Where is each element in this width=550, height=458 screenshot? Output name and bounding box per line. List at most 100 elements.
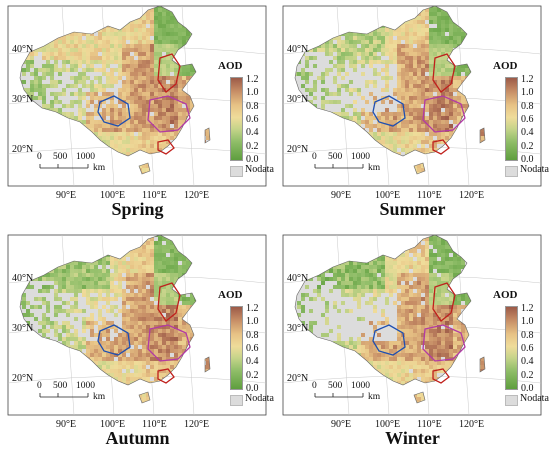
legend-tick: 1.0 [521,316,534,328]
scale-bar-tick: 500 [53,152,68,162]
scale-bar-unit: km [93,392,106,402]
longitude-label: 90°E [331,419,352,430]
latitude-label: 30°N [287,323,309,334]
aod-color-ramp [230,306,243,390]
longitude-label: 100°E [375,190,401,201]
region-outline-blue-sichuan [372,324,406,356]
map-panel-autumn: 40°N 30°N 20°N 90°E 100°E 110°E 120°E 0 500 1000 k… [0,229,275,458]
region-outline-red-north [157,282,181,322]
legend-tick: 1.2 [246,303,259,314]
region-outline-red-north [432,53,456,93]
longitude-label: 90°E [56,419,77,430]
map-panel-spring: 40°N 30°N 20°N 90°E 100°E 110°E 120°E 0 500 1000 k… [0,0,275,229]
latitude-label: 20°N [12,144,34,155]
legend-tick: 1.2 [246,74,259,85]
latitude-label: 30°N [287,94,309,105]
legend-tick: 0.4 [246,356,259,368]
map-svg [7,5,267,187]
latitude-label: 20°N [12,373,34,384]
season-title: Spring [111,199,164,219]
legend-tick: 1.2 [521,74,534,85]
scale-bar [39,393,89,398]
region-outline-purple-central [147,324,191,362]
legend-tick: 0.6 [246,342,259,354]
legend-tick: 0.4 [521,356,534,368]
scale-bar-tick: 500 [53,381,68,391]
nodata-swatch [230,166,243,177]
longitude-label: 90°E [56,190,77,201]
region-outline-red-north [157,53,181,93]
longitude-label: 100°E [100,419,126,430]
longitude-label: 110°E [417,419,442,430]
latitude-label: 40°N [12,273,34,284]
legend-tick: 0.8 [521,329,534,341]
latitude-label: 30°N [12,94,34,105]
legend-tick: 0.6 [521,342,534,354]
nodata-swatch [230,395,243,406]
legend-tick: 0.6 [246,113,259,125]
scale-bar-tick: 500 [328,152,343,162]
longitude-label: 120°E [459,190,485,201]
china-border [294,5,486,175]
region-outline-blue-sichuan [372,95,406,127]
scale-bar-tick: 1000 [76,152,95,162]
legend-title: AOD [493,60,518,72]
legend-tick: 0.2 [521,369,534,381]
nodata-label: Nodata [520,164,549,175]
longitude-label: 90°E [331,190,352,201]
china-border [19,5,211,175]
scale-bar-tick: 1000 [76,381,95,391]
longitude-label: 100°E [375,419,401,430]
map-panel-summer: 40°N 30°N 20°N 90°E 100°E 110°E 120°E 0 500 1000 k… [275,0,550,229]
legend-tick: 0.8 [246,329,259,341]
legend-tick: 0.0 [521,382,534,394]
scale-bar [314,393,364,398]
legend-tick: 0.0 [246,382,259,394]
scale-bar-unit: km [368,163,381,173]
longitude-label: 110°E [142,419,167,430]
region-outline-red-south [432,139,450,155]
latitude-label: 20°N [287,373,309,384]
longitude-label: 120°E [459,419,485,430]
nodata-label: Nodata [520,393,549,404]
season-title: Winter [385,428,440,448]
legend-tick: 1.0 [246,316,259,328]
scale-bar [314,164,364,169]
china-border [294,234,486,404]
region-outline-red-north [432,282,456,322]
nodata-swatch [505,395,518,406]
scale-bar-tick: 0 [37,381,42,391]
legend-title: AOD [218,289,243,301]
region-outline-red-south [157,368,175,384]
region-outline-purple-central [422,95,466,133]
legend-tick: 0.2 [246,140,259,152]
map-svg [282,234,542,416]
longitude-label: 110°E [142,190,167,201]
map-panel-winter: 40°N 30°N 20°N 90°E 100°E 110°E 120°E 0 500 1000 k… [275,229,550,458]
region-outline-red-south [157,139,175,155]
longitude-label: 100°E [100,190,126,201]
legend-tick: 1.0 [521,87,534,99]
legend-title: AOD [493,289,518,301]
nodata-label: Nodata [245,164,274,175]
map-svg [282,5,542,187]
scale-bar-tick: 1000 [351,381,370,391]
scale-bar-tick: 0 [312,381,317,391]
longitude-label: 120°E [184,190,210,201]
scale-bar-tick: 0 [312,152,317,162]
map-svg [7,234,267,416]
legend-tick: 1.2 [521,303,534,314]
legend-tick: 0.8 [246,100,259,112]
legend-tick: 0.0 [246,153,259,165]
aod-color-ramp [230,77,243,161]
latitude-label: 40°N [287,273,309,284]
region-outline-blue-sichuan [97,95,131,127]
legend-tick: 0.2 [246,369,259,381]
longitude-label: 110°E [417,190,442,201]
season-title: Summer [379,199,446,219]
legend-title: AOD [218,60,243,72]
longitude-label: 120°E [184,419,210,430]
legend-tick: 0.6 [521,113,534,125]
latitude-label: 30°N [12,323,34,334]
latitude-label: 20°N [287,144,309,155]
